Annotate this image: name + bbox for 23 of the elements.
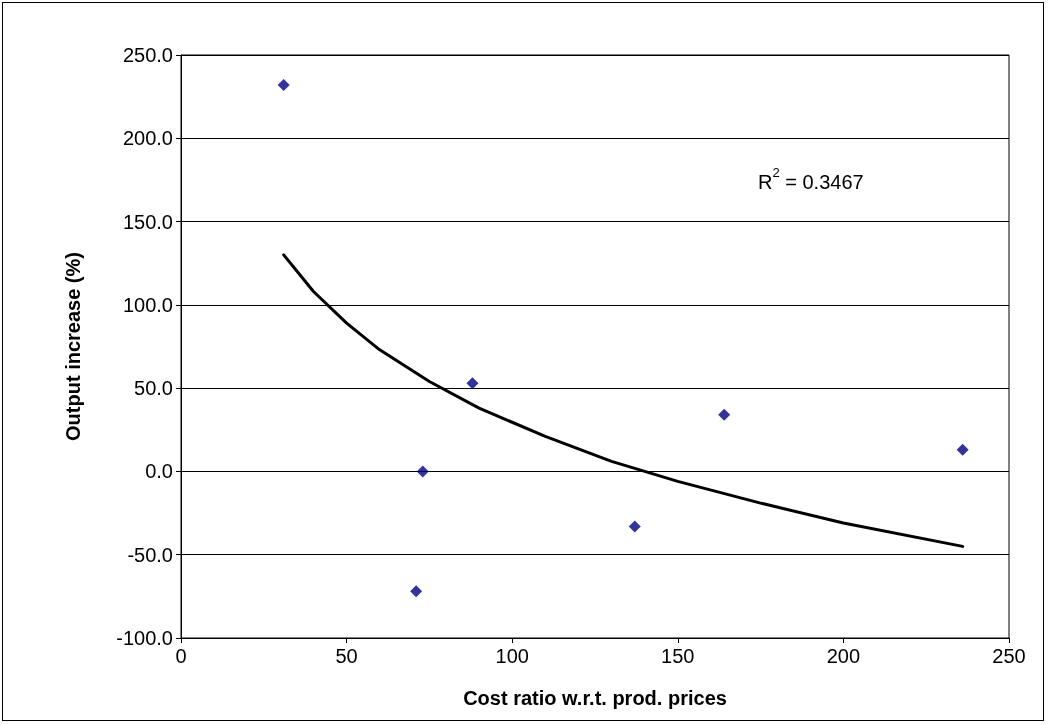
y-tick-label: 0.0 — [145, 460, 173, 483]
y-tick-label: 100.0 — [122, 293, 173, 316]
y-tick-label: -50.0 — [127, 543, 173, 566]
point — [718, 408, 731, 421]
point — [277, 78, 290, 91]
x-tick-label: 50 — [335, 645, 358, 667]
x-tick-label: 200 — [826, 645, 861, 667]
x-tick-label: 0 — [175, 645, 187, 667]
y-tick-label: 200.0 — [122, 127, 173, 150]
point — [466, 377, 479, 390]
y-axis-title: Output increase (%) — [62, 252, 84, 441]
y-tick-label: -100.0 — [116, 627, 173, 649]
x-tick-label: 100 — [495, 645, 529, 667]
point — [628, 520, 641, 533]
x-tick-label: 250 — [992, 645, 1026, 667]
y-tick-label: 150.0 — [122, 210, 173, 233]
point — [410, 585, 423, 598]
y-tick-label: 50.0 — [134, 377, 173, 400]
y-tick-label: 250.0 — [122, 44, 173, 66]
point — [416, 465, 429, 478]
x-axis-title: Cost ratio w.r.t. prod. prices — [463, 687, 727, 709]
point — [956, 443, 969, 456]
x-tick-label: 150 — [661, 645, 695, 667]
